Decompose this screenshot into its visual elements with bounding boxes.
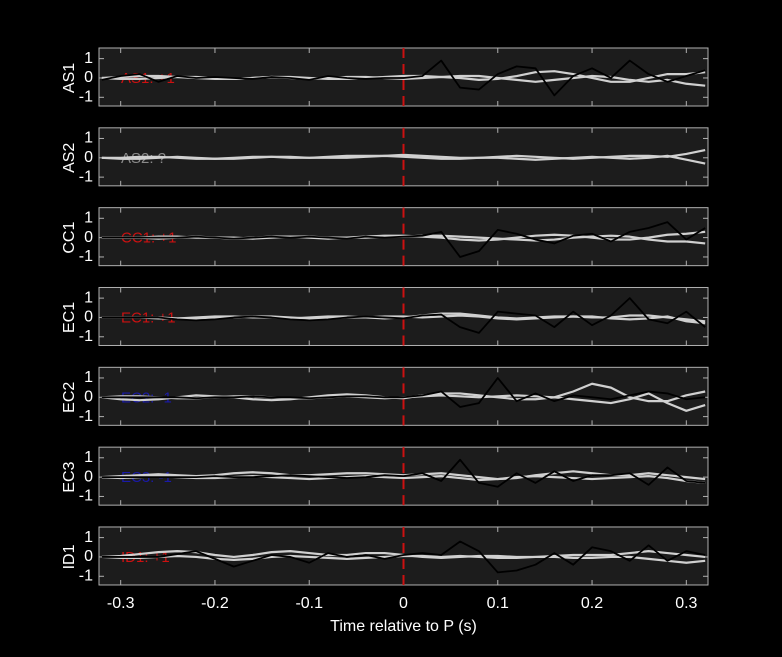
y-tick-label: 0 [84, 468, 93, 485]
y-axis-label: CC1 [61, 222, 78, 254]
trace [101, 540, 706, 574]
x-tick-label: 0.2 [581, 595, 603, 612]
y-tick-label: -1 [79, 328, 93, 345]
y-axis-label: EC3 [61, 461, 78, 492]
trace [101, 458, 706, 488]
y-tick-label: 0 [84, 389, 93, 406]
y-tick-label: 1 [84, 210, 93, 227]
y-tick-label: -1 [79, 248, 93, 265]
x-tick-label: -0.2 [201, 595, 229, 612]
x-axis-label: Time relative to P (s) [330, 618, 477, 635]
y-tick-label: 1 [84, 50, 93, 67]
y-tick-label: 0 [84, 69, 93, 86]
y-tick-label: 1 [84, 529, 93, 546]
x-tick-label: -0.1 [295, 595, 323, 612]
y-tick-label: 1 [84, 369, 93, 386]
y-tick-label: -1 [79, 567, 93, 584]
trace [101, 475, 706, 485]
trace [101, 59, 706, 97]
y-axis-label: EC2 [61, 382, 78, 413]
trace [101, 297, 706, 334]
y-tick-label: -1 [79, 408, 93, 425]
y-tick-label: 0 [84, 309, 93, 326]
trace [101, 554, 706, 564]
trace [101, 377, 706, 408]
y-axis-label: AS1 [61, 63, 78, 93]
y-tick-label: 0 [84, 149, 93, 166]
x-tick-label: 0 [399, 595, 408, 612]
y-axis-label: AS2 [61, 143, 78, 173]
y-axis-label: ID1 [61, 544, 78, 569]
y-tick-label: 1 [84, 449, 93, 466]
y-tick-label: -1 [79, 168, 93, 185]
y-tick-label: 1 [84, 130, 93, 147]
x-tick-label: 0.1 [487, 595, 509, 612]
x-tick-label: -0.3 [107, 595, 135, 612]
y-tick-label: 0 [84, 548, 93, 565]
y-tick-label: -1 [79, 488, 93, 505]
y-tick-label: 0 [84, 229, 93, 246]
trace [101, 221, 706, 258]
y-axis-label: EC1 [61, 302, 78, 333]
y-tick-label: 1 [84, 289, 93, 306]
y-tick-label: -1 [79, 89, 93, 106]
trace [101, 154, 706, 165]
x-tick-label: 0.3 [675, 595, 697, 612]
